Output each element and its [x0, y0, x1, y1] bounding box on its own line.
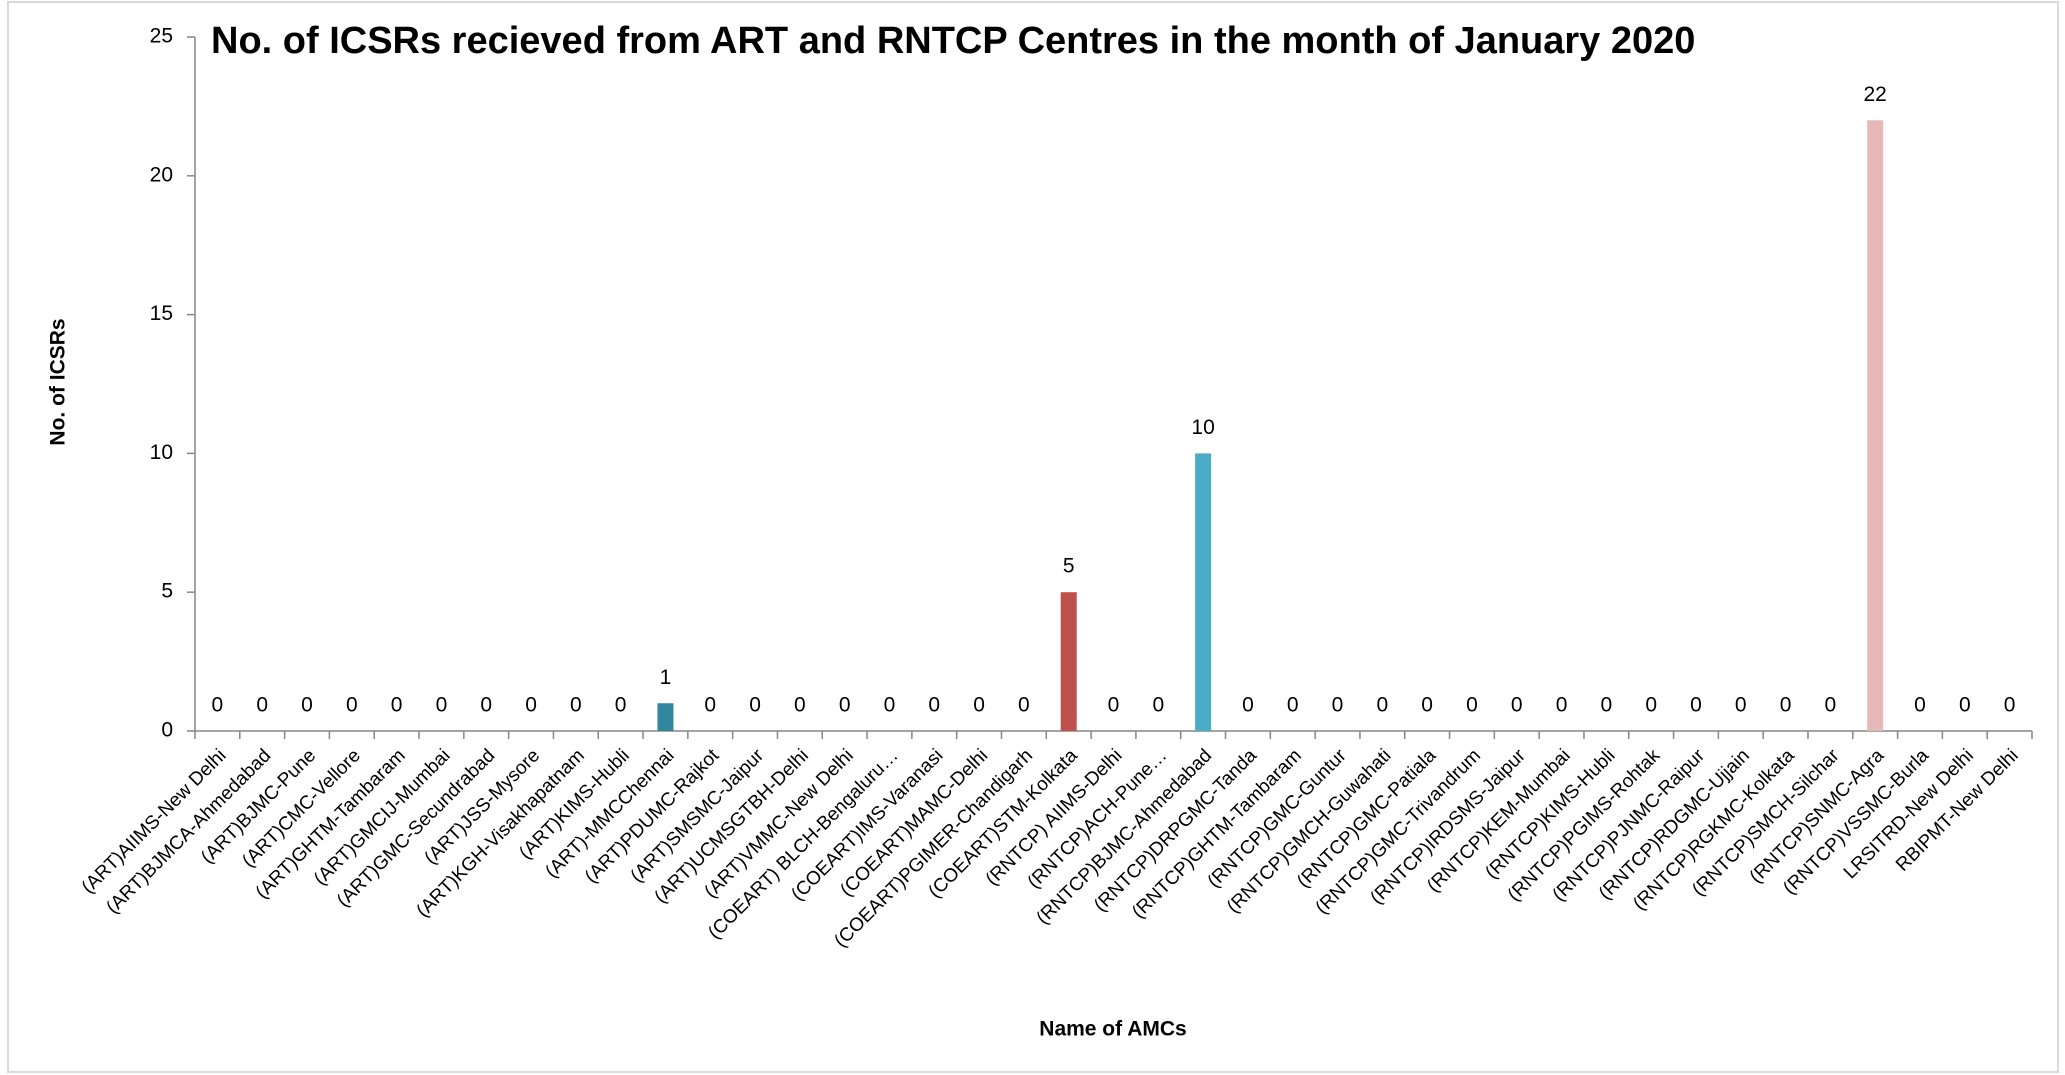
data-label: 0: [1421, 694, 1433, 717]
data-label: 0: [1332, 694, 1344, 717]
data-label: 0: [615, 694, 627, 717]
data-label: 0: [1780, 694, 1792, 717]
data-label: 5: [1063, 555, 1075, 578]
data-label: 0: [1914, 694, 1926, 717]
y-tick-label: 5: [161, 580, 173, 603]
data-label: 10: [1191, 416, 1214, 439]
data-label: 0: [1376, 694, 1388, 717]
bar: [657, 703, 674, 731]
data-label: 0: [301, 694, 313, 717]
data-label: 0: [256, 694, 268, 717]
data-label: 0: [1556, 694, 1568, 717]
data-label: 0: [570, 694, 582, 717]
data-label: 0: [212, 694, 224, 717]
data-label: 0: [928, 694, 940, 717]
data-label: 0: [436, 694, 448, 717]
data-label: 0: [1108, 694, 1120, 717]
data-label: 0: [525, 694, 537, 717]
bar: [1060, 592, 1077, 731]
data-label: 0: [1735, 694, 1747, 717]
y-tick-label: 20: [150, 163, 173, 186]
data-label: 0: [1466, 694, 1478, 717]
data-label: 0: [839, 694, 851, 717]
data-label: 0: [1959, 694, 1971, 717]
data-label: 0: [346, 694, 358, 717]
data-label: 1: [660, 666, 672, 689]
y-tick-label: 0: [161, 719, 173, 742]
x-axis-title: Name of AMCs: [1039, 1018, 1186, 1041]
data-label: 0: [794, 694, 806, 717]
data-label: 0: [704, 694, 716, 717]
data-label: 0: [1287, 694, 1299, 717]
data-label: 0: [1152, 694, 1164, 717]
chart-border: [7, 1, 2059, 1073]
data-label: 0: [884, 694, 896, 717]
data-label: 0: [1018, 694, 1030, 717]
data-label: 0: [480, 694, 492, 717]
data-label: 0: [973, 694, 985, 717]
data-label: 0: [1690, 694, 1702, 717]
data-label: 0: [391, 694, 403, 717]
data-label: 22: [1864, 83, 1887, 106]
bar: [1867, 120, 1884, 731]
y-tick-label: 10: [150, 441, 173, 464]
bar: [1195, 453, 1212, 731]
y-tick-label: 15: [150, 302, 173, 325]
data-label: 0: [1242, 694, 1254, 717]
y-tick-label: 25: [150, 25, 173, 48]
data-label: 0: [1825, 694, 1837, 717]
data-label: 0: [1511, 694, 1523, 717]
y-axis-title: No. of ICSRs: [47, 318, 70, 445]
data-label: 0: [2004, 694, 2016, 717]
data-label: 0: [1645, 694, 1657, 717]
chart-title: No. of ICSRs recieved from ART and RNTCP…: [211, 20, 1695, 62]
data-label: 0: [1601, 694, 1613, 717]
data-label: 0: [749, 694, 761, 717]
